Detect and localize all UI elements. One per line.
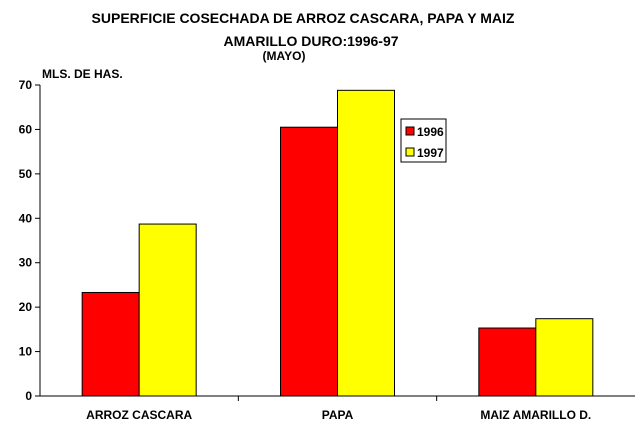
chart-title-line2: AMARILLO DURO:1996-97: [223, 33, 398, 49]
bar-1997-1: [138, 223, 197, 397]
y-tick-label: 30: [19, 256, 33, 270]
y-tick-label: 50: [19, 167, 33, 181]
y-tick-label: 70: [19, 78, 33, 92]
legend-swatch-1997: [405, 147, 415, 157]
y-tick-label: 0: [25, 389, 32, 403]
bar-1996-3: [478, 327, 537, 397]
legend: 1996 1997: [400, 118, 447, 163]
bar-1996-1: [81, 291, 140, 397]
x-tick-label: PAPA: [322, 408, 354, 422]
y-tick-label: 60: [19, 122, 33, 136]
legend-swatch-1996: [405, 126, 415, 136]
y-tick-label: 20: [19, 300, 33, 314]
chart-title-line1: SUPERFICIE COSECHADA DE ARROZ CASCARA, P…: [92, 10, 515, 26]
bar-1997-2: [337, 89, 395, 397]
chart-subtitle: (MAYO): [263, 49, 306, 63]
y-tick-label: 40: [19, 211, 33, 225]
x-ticks-group: ARROZ CASCARA PAPA MAIZ AMARILLO D.: [86, 396, 591, 422]
bar-1997-3: [535, 318, 594, 397]
y-axis-label: MLS. DE HAS.: [42, 67, 123, 81]
x-tick-label: ARROZ CASCARA: [86, 408, 192, 422]
legend-label-1996: 1996: [417, 125, 444, 139]
x-tick-label: MAIZ AMARILLO D.: [480, 408, 591, 422]
bars-group: [81, 89, 594, 397]
y-tick-label: 10: [19, 345, 33, 359]
y-ticks-group: 0 10 20 30 40 50 60 70: [19, 78, 40, 403]
bar-1996-2: [280, 126, 338, 397]
legend-label-1997: 1997: [417, 146, 444, 160]
